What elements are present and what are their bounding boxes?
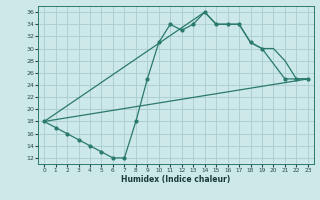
X-axis label: Humidex (Indice chaleur): Humidex (Indice chaleur)	[121, 175, 231, 184]
